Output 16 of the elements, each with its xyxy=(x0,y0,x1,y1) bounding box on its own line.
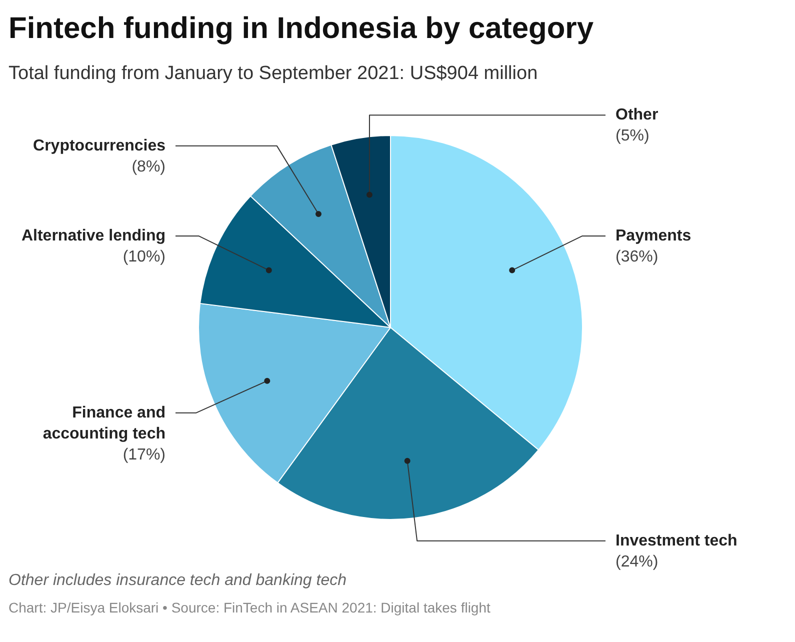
slice-label: Cryptocurrencies xyxy=(33,137,166,154)
data-label: (17%) xyxy=(122,446,166,464)
slice-label: Finance and accounting tech xyxy=(42,404,166,442)
slice-label: Alternative lending xyxy=(21,227,166,244)
data-label: (24%) xyxy=(616,553,658,570)
data-label: (8%) xyxy=(132,158,166,176)
text: Other includes insurance tech and banking tech xyxy=(8,572,347,589)
data-label: (5%) xyxy=(616,128,650,145)
slice-label: Investment tech xyxy=(616,532,738,550)
slice-label: Other xyxy=(616,106,658,124)
chart-subtitle: Total funding from January to September 2021: US$904 million xyxy=(8,63,538,84)
chart-title: Fintech funding in Indonesia by category xyxy=(8,12,594,45)
data-label: (10%) xyxy=(122,248,166,266)
slice-label: Payments xyxy=(616,227,692,244)
text: Chart: JP/Eisya Eloksari • Source: FinTech in ASEAN 2021: Digital takes flight xyxy=(8,600,491,616)
data-label: (36%) xyxy=(616,248,658,266)
